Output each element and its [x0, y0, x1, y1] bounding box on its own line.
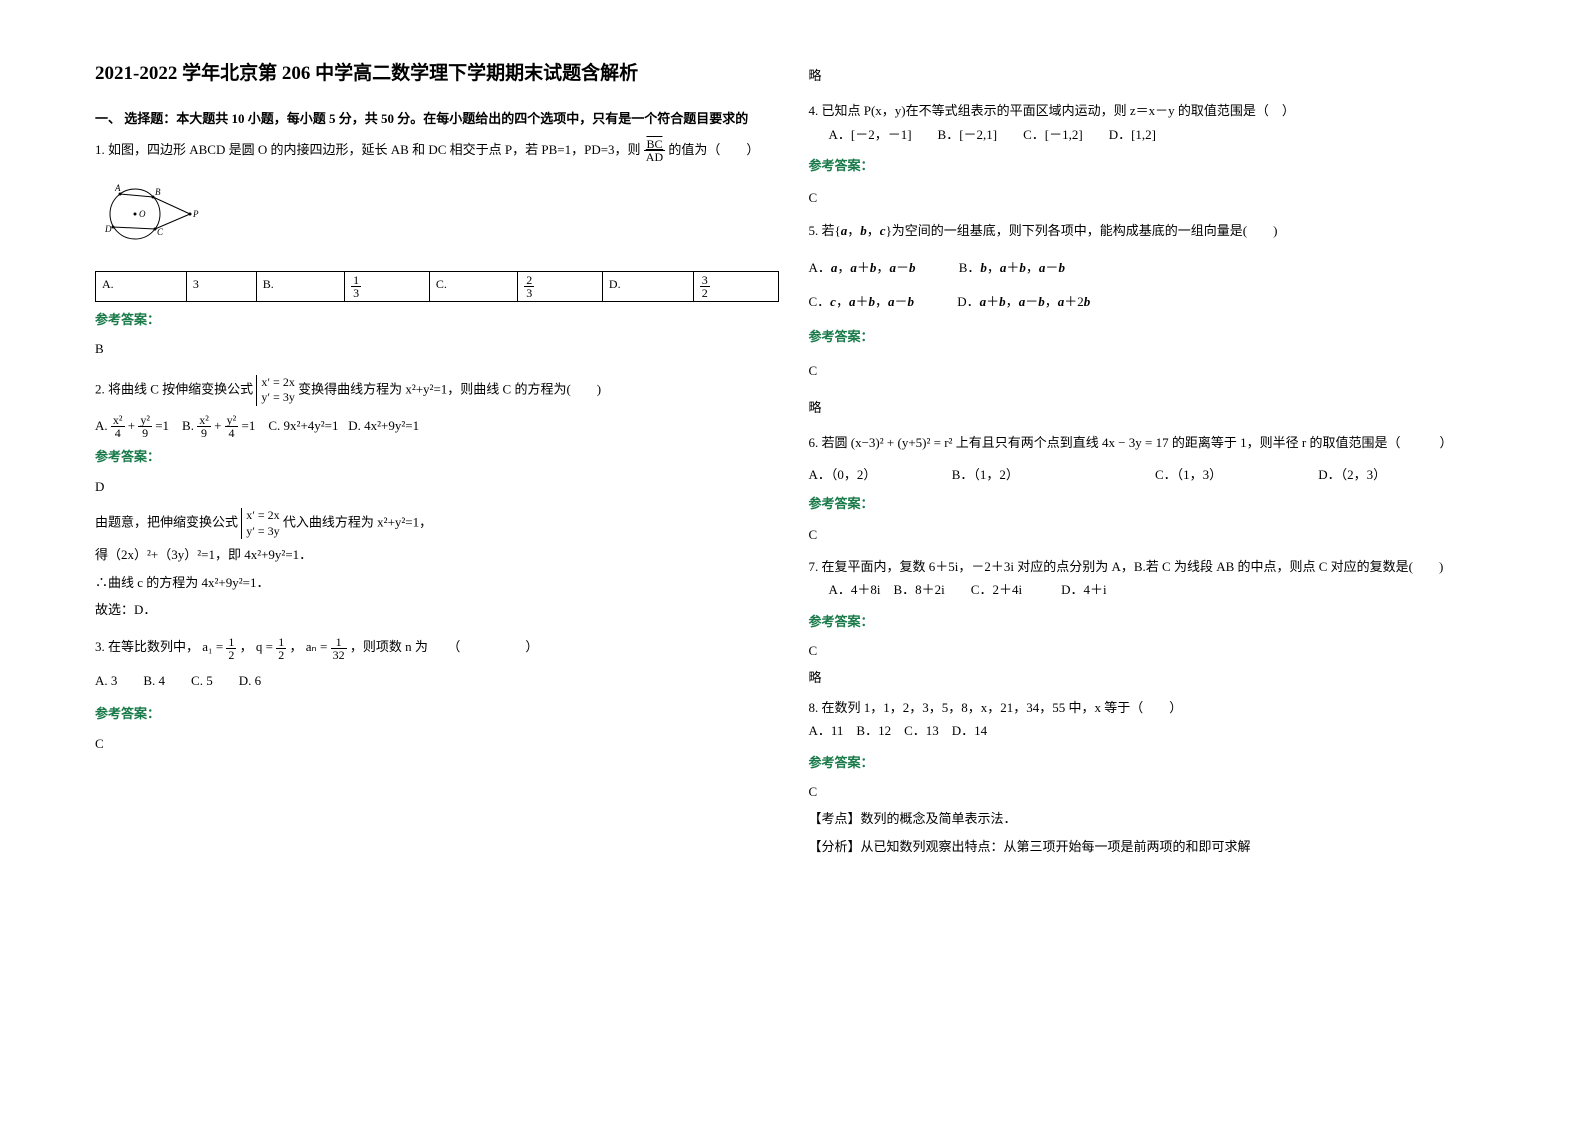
svg-text:A: A — [114, 183, 121, 193]
document-title: 2021-2022 学年北京第 206 中学高二数学理下学期期末试题含解析 — [95, 60, 779, 89]
choice-A-value: 3 — [186, 271, 256, 301]
q2-options-row: A. x²4 + y²9 =1 B. x²9 + y²4 =1 C. 9x²+4… — [95, 414, 779, 440]
q6-stem-b: 上有且只有两个点到直线 — [956, 435, 1099, 450]
choice-C-label: C. — [429, 271, 517, 301]
right-column: 略 4. 已知点 P(x，y)在不等式组表示的平面区域内运动，则 z＝x－y 的… — [794, 60, 1508, 1082]
q6-optD: D．（2，3） — [1318, 463, 1386, 486]
q4-stem: 4. 已知点 P(x，y)在不等式组表示的平面区域内运动，则 z＝x－y 的取值… — [809, 99, 1493, 122]
q7-answer: C — [809, 639, 1493, 662]
q7-explanation: 略 — [809, 666, 1493, 689]
choice-C-value: 23 — [518, 271, 603, 301]
q5-optC: C．c，a＋b，a－b — [809, 290, 915, 313]
q6-stem-a: 6. 若圆 — [809, 435, 848, 450]
q2-transform-cases: x′ = 2x y′ = 3y — [256, 375, 294, 406]
q2-explanation-1: 由题意，把伸缩变换公式 x′ = 2x y′ = 3y 代入曲线方程为 x²+y… — [95, 508, 779, 539]
q8-stem: 8. 在数列 1，1，2，3，5，8，x，21，34，55 中，x 等于（ ） — [809, 696, 1493, 719]
q8-fenxi: 【分析】从已知数列观察出特点：从第三项开始每一项是前两项的和即可求解 — [809, 835, 1493, 858]
q7-stem: 7. 在复平面内，复数 6＋5i，－2＋3i 对应的点分别为 A，B.若 C 为… — [809, 555, 1493, 578]
q6-circle-eq: (x−3)² + (y+5)² = r² — [851, 435, 953, 450]
q2-answer: D — [95, 475, 779, 498]
q3-options: A. 3 B. 4 C. 5 D. 6 — [95, 669, 779, 692]
q2-optA: A. x²4 + y²9 =1 — [95, 418, 172, 433]
q3-explanation: 略 — [809, 64, 1493, 87]
q6-line-eq: 4x − 3y = 17 — [1102, 435, 1169, 450]
q1-stem-a: 1. 如图，四边形 ABCD 是圆 O 的内接四边形，延长 AB 和 DC 相交… — [95, 142, 641, 157]
q5-explanation: 略 — [809, 396, 1493, 419]
q6-stem-c: 的距离等于 1，则半径 r 的取值范围是（ ） — [1172, 435, 1453, 450]
q7-options: A．4＋8i B．8＋2i C．2＋4i D．4＋i — [829, 578, 1493, 601]
q2-stem-b: 变换得曲线方程为 x²+y²=1，则曲线 C 的方程为( ) — [298, 381, 601, 396]
q1-answer: B — [95, 337, 779, 360]
question-5: 5. 若{a，b，c}为空间的一组基底，则下列各项中，能构成基底的一组向量是( … — [809, 219, 1493, 313]
q7-answer-label: 参考答案： — [809, 610, 1493, 633]
q2-optD: D. 4x²+9y²=1 — [348, 418, 419, 433]
q6-answer-label: 参考答案： — [809, 492, 1493, 515]
choice-B-label: B. — [256, 271, 344, 301]
q5-optD: D．a＋b，a－b，a＋2b — [957, 290, 1090, 313]
q4-answer-label: 参考答案： — [809, 154, 1493, 177]
q2-stem-a: 2. 将曲线 C 按伸缩变换公式 — [95, 381, 253, 396]
q5-answer: C — [809, 359, 1493, 382]
svg-text:D: D — [104, 224, 112, 234]
q8-answer: C — [809, 780, 1493, 803]
q2-answer-label: 参考答案： — [95, 445, 779, 468]
q2-optB: B. x²9 + y²4 =1 — [182, 418, 259, 433]
svg-text:O: O — [139, 209, 146, 219]
q6-optA: A．（0，2） — [809, 463, 949, 486]
question-1: 1. 如图，四边形 ABCD 是圆 O 的内接四边形，延长 AB 和 DC 相交… — [95, 138, 779, 164]
q6-options: A．（0，2） B．（1，2） C．（1，3） D．（2，3） — [809, 463, 1493, 486]
q5-optB: B．b，a＋b，a－b — [959, 256, 1065, 279]
table-row: A. 3 B. 13 C. 23 D. 32 — [96, 271, 779, 301]
left-column: 2021-2022 学年北京第 206 中学高二数学理下学期期末试题含解析 一、… — [80, 60, 794, 1082]
choice-D-label: D. — [602, 271, 693, 301]
q1-choice-table: A. 3 B. 13 C. 23 D. 32 — [95, 271, 779, 302]
q5-answer-label: 参考答案： — [809, 325, 1493, 348]
choice-D-value: 32 — [693, 271, 778, 301]
choice-B-value: 13 — [345, 271, 430, 301]
q6-answer: C — [809, 523, 1493, 546]
q2-optC: C. 9x²+4y²=1 — [268, 418, 338, 433]
q5-options-row2: C．c，a＋b，a－b D．a＋b，a－b，a＋2b — [809, 290, 1493, 313]
q8-options: A．11 B．12 C．13 D．14 — [809, 719, 1493, 742]
q2-explanation-2: 得（2x）²+（3y）²=1，即 4x²+9y²=1． — [95, 543, 779, 566]
svg-text:C: C — [157, 227, 164, 237]
q4-answer: C — [809, 186, 1493, 209]
section-1-header: 一、 选择题：本大题共 10 小题，每小题 5 分，共 50 分。在每小题给出的… — [95, 107, 779, 130]
q5-stem: 5. 若{a，b，c}为空间的一组基底，则下列各项中，能构成基底的一组向量是( … — [809, 219, 1493, 242]
question-4: 4. 已知点 P(x，y)在不等式组表示的平面区域内运动，则 z＝x－y 的取值… — [809, 99, 1493, 146]
q2-explanation-4: 故选：D． — [95, 598, 779, 621]
q6-optC: C．（1，3） — [1155, 463, 1315, 486]
q2-transform-cases-2: x′ = 2x y′ = 3y — [241, 508, 279, 539]
q1-stem-b: 的值为（ ） — [668, 142, 759, 157]
svg-text:P: P — [192, 209, 199, 219]
q8-kaodian: 【考点】数列的概念及简单表示法． — [809, 807, 1493, 830]
q1-answer-label: 参考答案： — [95, 308, 779, 331]
q6-optB: B．（1，2） — [952, 463, 1152, 486]
q1-figure: O A B C D P — [95, 179, 205, 249]
question-7: 7. 在复平面内，复数 6＋5i，－2＋3i 对应的点分别为 A，B.若 C 为… — [809, 555, 1493, 602]
choice-A-label: A. — [96, 271, 187, 301]
q8-answer-label: 参考答案： — [809, 751, 1493, 774]
question-8: 8. 在数列 1，1，2，3，5，8，x，21，34，55 中，x 等于（ ） … — [809, 696, 1493, 743]
question-2: 2. 将曲线 C 按伸缩变换公式 x′ = 2x y′ = 3y 变换得曲线方程… — [95, 375, 779, 406]
q4-options: A．[－2，－1] B．[－2,1] C．[－1,2] D．[1,2] — [829, 123, 1493, 146]
q5-options-row1: A．a，a＋b，a－b B．b，a＋b，a－b — [809, 256, 1493, 279]
q3-answer-label: 参考答案： — [95, 702, 779, 725]
q2-explanation-3: ∴曲线 c 的方程为 4x²+9y²=1． — [95, 571, 779, 594]
question-6: 6. 若圆 (x−3)² + (y+5)² = r² 上有且只有两个点到直线 4… — [809, 431, 1493, 454]
q3-stem-a: 3. 在等比数列中， — [95, 639, 199, 654]
svg-text:B: B — [155, 187, 161, 197]
q5-optA: A．a，a＋b，a－b — [809, 256, 916, 279]
q1-ratio: BC AD — [644, 138, 665, 163]
q3-stem-b: ，则项数 n 为 （ ） — [350, 639, 539, 654]
question-3: 3. 在等比数列中， a₁ = 12 ， q = 12 ， aₙ = 132 ，… — [95, 635, 779, 661]
q3-answer: C — [95, 732, 779, 755]
